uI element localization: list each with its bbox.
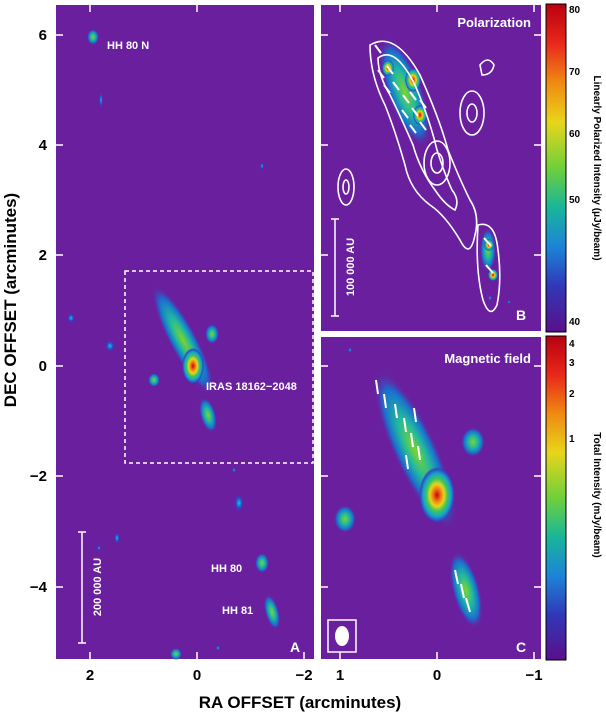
ytick-m2: −2 <box>30 468 47 485</box>
panel-b-title: Polarization <box>457 15 531 30</box>
panel-b-ticks <box>320 4 542 256</box>
cb-c-1: 1 <box>569 434 575 445</box>
panel-b-scalebar-label: 100 000 AU <box>345 238 357 296</box>
panel-c-ticks <box>320 365 542 660</box>
ytick-6: 6 <box>39 27 47 44</box>
cb-c-2: 2 <box>569 389 575 400</box>
cb-b-60: 60 <box>569 129 581 140</box>
xtick-c-0: 0 <box>433 667 441 684</box>
xtick-a-0: 0 <box>193 667 201 684</box>
cb-b-80: 80 <box>569 5 581 16</box>
xtick-a-m2: −2 <box>295 667 312 684</box>
xtick-a-2: 2 <box>86 667 94 684</box>
label-hh80: HH 80 <box>211 563 242 575</box>
panel-b-colorbar <box>545 3 567 333</box>
ytick-m4: −4 <box>30 579 48 596</box>
zoom-region-box <box>124 270 314 464</box>
panel-c-image <box>334 347 485 629</box>
panel-a-image <box>67 29 281 660</box>
x-axis-title: RA OFFSET (arcminutes) <box>199 693 401 712</box>
xtick-c-m1: −1 <box>525 667 542 684</box>
ytick-2: 2 <box>39 247 47 264</box>
panel-c-letter: C <box>516 639 526 655</box>
ytick-4: 4 <box>39 137 48 154</box>
panel-c-colorbar-title: Total Intensity (mJy/beam) <box>591 432 602 557</box>
ytick-0: 0 <box>39 358 47 375</box>
panel-a-ticks <box>55 4 305 660</box>
panel-a-scalebar-label: 200 000 AU <box>92 558 104 616</box>
cb-b-40: 40 <box>569 317 581 328</box>
panel-a-letter: A <box>290 639 300 655</box>
cb-b-50: 50 <box>569 195 581 206</box>
cb-c-3: 3 <box>569 358 575 369</box>
label-hh80n: HH 80 N <box>107 40 149 52</box>
label-hh81: HH 81 <box>222 605 253 617</box>
panel-a-scalebar <box>78 531 86 644</box>
xtick-c-1: 1 <box>336 667 344 684</box>
panel-b-letter: B <box>516 307 526 323</box>
cb-c-4: 4 <box>569 339 575 350</box>
panel-b-scalebar <box>331 218 339 317</box>
cb-b-70: 70 <box>569 67 581 78</box>
panel-c-title: Magnetic field <box>444 351 531 366</box>
panel-b-vectors <box>374 44 494 274</box>
panel-b-colorbar-title: Linearly Polarized Intensity (μJy/beam) <box>591 75 602 260</box>
panel-c-colorbar <box>545 335 567 661</box>
panel-c-vectors <box>375 379 471 613</box>
beam-marker <box>327 619 357 653</box>
label-iras: IRAS 18162−2048 <box>206 381 297 393</box>
y-axis-title: DEC OFFSET (arcminutes) <box>1 193 20 407</box>
